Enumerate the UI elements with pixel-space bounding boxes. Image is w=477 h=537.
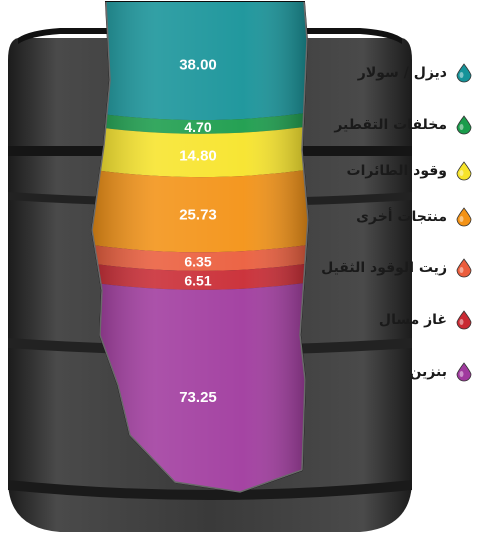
band-value-label: 6.35 [184, 254, 211, 270]
droplet-icon [456, 63, 472, 83]
band-value-label: 14.80 [179, 147, 217, 164]
droplet-icon [456, 258, 472, 278]
legend-item: بنزين [409, 362, 473, 382]
droplet-icon [456, 362, 472, 382]
band-value-label: 6.51 [184, 272, 211, 288]
legend-label: وقود الطائرات [346, 163, 448, 179]
legend-item: غاز مسال [379, 310, 473, 330]
droplet-icon [456, 310, 472, 330]
chart-value-labels: 38.00 4.70 14.80 25.73 6.35 6.51 73.25 [179, 57, 217, 406]
legend-item: وقود الطائرات [347, 161, 474, 181]
band-value-label: 73.25 [179, 389, 217, 406]
legend: ديزل / سولار مخلفات التقطير وقود الطائرات م… [318, 0, 477, 537]
band-value-label: 25.73 [179, 207, 217, 224]
legend-label: منتجات أخرى [356, 209, 447, 225]
legend-label: بنزين [409, 364, 447, 380]
legend-item: ديزل / سولار [358, 63, 473, 83]
droplet-icon [456, 207, 472, 227]
legend-item: مخلفات التقطير [334, 115, 473, 135]
band-value-label: 4.70 [184, 119, 211, 135]
droplet-icon [456, 115, 472, 135]
band-value-label: 38.00 [179, 57, 217, 74]
legend-label: مخلفات التقطير [334, 117, 447, 133]
barrel-torn-edge [91, 1, 309, 493]
legend-item: زيت الوقود الثقيل [321, 258, 473, 278]
legend-label: زيت الوقود الثقيل [321, 260, 447, 276]
legend-label: ديزل / سولار [357, 65, 447, 81]
legend-label: غاز مسال [378, 312, 447, 328]
droplet-icon [456, 161, 472, 181]
legend-item: منتجات أخرى [356, 207, 473, 227]
